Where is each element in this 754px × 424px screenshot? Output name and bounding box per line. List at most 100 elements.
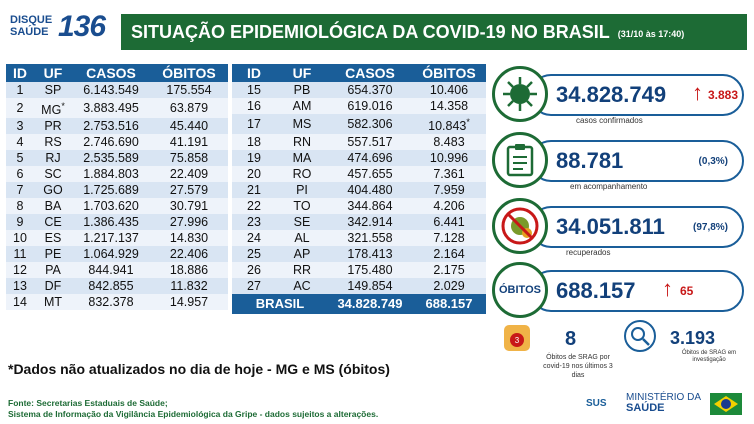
data-note: *Dados não atualizados no dia de hoje - … [8,361,390,377]
cell-uf: AM [276,98,328,114]
cell-uf: PR [34,118,72,135]
calendar-number: 3 [515,336,520,345]
cell-deaths: 2.175 [412,262,486,279]
asterisk-mark: * [466,117,470,127]
cell-id: 14 [6,294,34,311]
table-row: 14 MT 832.378 14.957 [6,294,228,311]
table-row: 10 ES 1.217.137 14.830 [6,230,228,247]
col-cases: CASOS [328,64,412,82]
recovered-pct: (97,8%) [692,222,728,233]
cell-deaths: 75.858 [150,150,228,167]
cell-uf: AL [276,230,328,247]
cell-id: 24 [232,230,276,247]
cell-deaths: 8.483 [412,134,486,151]
monitoring-label: em acompanhamento [570,182,648,191]
cell-deaths: 14.957 [150,294,228,311]
cell-cases: 1.386.435 [72,214,150,231]
cell-id: 27 [232,278,276,295]
cell-uf: RO [276,166,328,183]
cell-uf: RS [34,134,72,151]
cell-cases: 2.746.690 [72,134,150,151]
recovered-label: recuperados [566,248,611,257]
brazil-flag-icon [710,393,742,415]
deaths-bubble: 688.157 ↑ 65 [530,270,744,312]
table-header: ID UF CASOS ÓBITOS [232,64,486,82]
col-uf: UF [34,64,72,82]
confirmed-card: 34.828.749 ↑ 3.883 casos confirmados [490,66,748,128]
deaths-value: 688.157 [556,278,636,303]
logo-text: DISQUE SAÚDE [10,14,53,38]
cell-deaths: 11.832 [150,278,228,295]
table-row: 13 DF 842.855 11.832 [6,278,228,295]
cell-uf: PA [34,262,72,279]
cell-cases: 178.413 [328,246,412,263]
sus-logo: SUS [586,398,607,409]
table-header: ID UF CASOS ÓBITOS [6,64,228,82]
table-row: 2 MG* 3.883.495 63.879 [6,98,228,119]
srag-label: Óbitos de SRAG por covid-19 nos últimos … [543,354,613,379]
table-row: 1 SP 6.143.549 175.554 [6,82,228,98]
cell-uf: RN [276,134,328,151]
cell-uf: CE [34,214,72,231]
table-row: 23 SE 342.914 6.441 [232,214,486,231]
table-row: 6 SC 1.884.803 22.409 [6,166,228,183]
cell-deaths: 7.128 [412,230,486,247]
table-row: 9 CE 1.386.435 27.996 [6,214,228,231]
monitoring-pct: (0,3%) [698,156,728,167]
table-row: 15 PB 654.370 10.406 [232,82,486,98]
recovered-card: 34.051.811 (97,8%) recuperados [490,198,748,260]
srag-value: 8 [565,328,577,350]
confirmed-delta: 3.883 [708,88,739,102]
col-uf: UF [276,64,328,82]
table-row: 24 AL 321.558 7.128 [232,230,486,247]
cell-id: 7 [6,182,34,199]
table-row: 22 TO 344.864 4.206 [232,198,486,215]
cell-cases: 149.854 [328,278,412,295]
investigation-value: 3.193 [670,328,716,348]
cell-uf: MS [276,114,328,135]
table-row: 25 AP 178.413 2.164 [232,246,486,263]
cell-cases: 344.864 [328,198,412,215]
disque-saude-logo: DISQUE SAÚDE 136 [8,10,112,46]
brasil-total-row: BRASIL 34.828.749 688.157 [232,294,486,315]
total-cases: 34.828.749 [328,294,412,315]
calendar-icon: 3 [504,325,530,351]
cell-id: 26 [232,262,276,279]
cell-id: 20 [232,166,276,183]
total-deaths: 688.157 [412,294,486,315]
confirmed-bubble: 34.828.749 ↑ 3.883 [530,74,744,116]
cell-uf: BA [34,198,72,215]
deaths-badge: ÓBITOS [492,262,548,318]
total-label: BRASIL [232,294,328,315]
cell-cases: 474.696 [328,150,412,167]
cell-uf: GO [34,182,72,199]
cell-deaths: 2.029 [412,278,486,295]
cell-id: 1 [6,82,34,98]
cell-cases: 619.016 [328,98,412,114]
cell-uf: SC [34,166,72,183]
cell-cases: 3.883.495 [72,98,150,119]
cell-deaths: 10.406 [412,82,486,98]
recovered-bubble: 34.051.811 (97,8%) [530,206,744,248]
confirmed-value: 34.828.749 [556,82,667,107]
table-row: 27 AC 149.854 2.029 [232,278,486,295]
cell-uf: DF [34,278,72,295]
arrow-up-icon: ↑ [662,276,673,301]
asterisk-mark: * [61,101,65,111]
virus-icon [492,66,548,122]
cell-cases: 582.306 [328,114,412,135]
table-row: 8 BA 1.703.620 30.791 [6,198,228,215]
table-row: 19 MA 474.696 10.996 [232,150,486,167]
cell-deaths: 14.830 [150,230,228,247]
cell-id: 12 [6,262,34,279]
cell-cases: 2.535.589 [72,150,150,167]
cell-deaths: 7.959 [412,182,486,199]
cell-deaths: 30.791 [150,198,228,215]
cell-id: 21 [232,182,276,199]
table-row: 4 RS 2.746.690 41.191 [6,134,228,151]
deaths-card: 688.157 ↑ 65 ÓBITOS [490,262,748,324]
cell-id: 23 [232,214,276,231]
cell-cases: 1.703.620 [72,198,150,215]
cell-deaths: 6.441 [412,214,486,231]
ministry-logo: MINISTÉRIO DA SAÚDE [626,392,702,414]
